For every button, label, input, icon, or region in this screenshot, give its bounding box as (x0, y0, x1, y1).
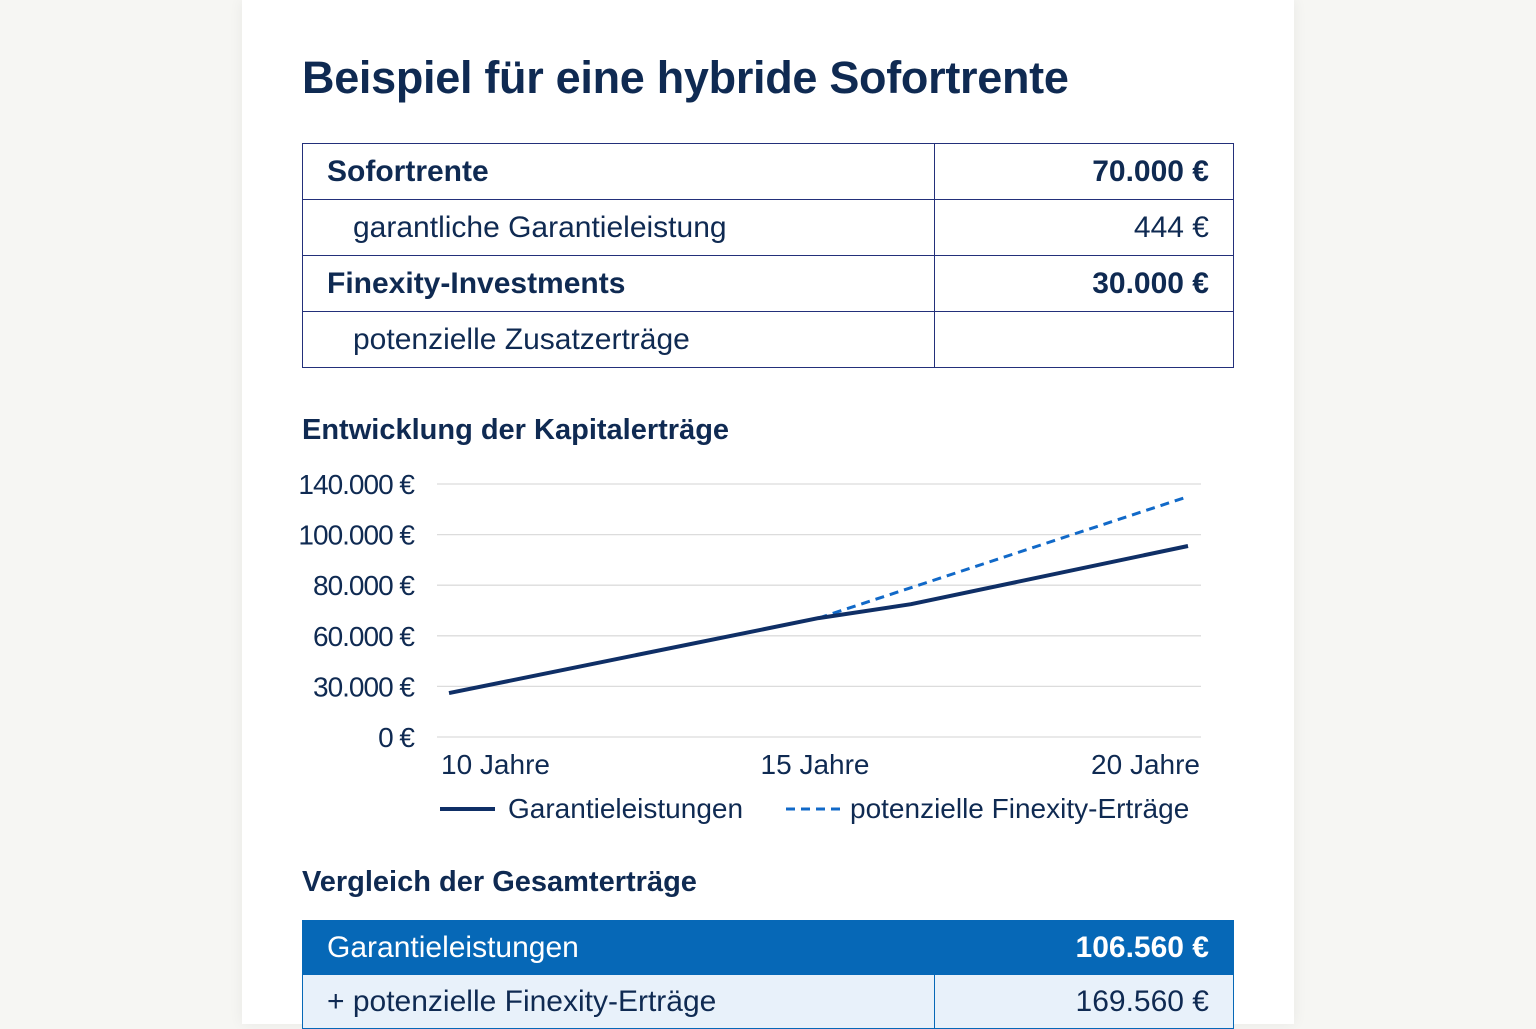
overview-table: Sofortrente 70.000 € garantliche Garanti… (302, 143, 1234, 368)
row-label: Sofortrente (302, 143, 935, 200)
x-tick-label: 10 Jahre (441, 749, 550, 780)
x-tick-label: 20 Jahre (1091, 749, 1200, 780)
row-value (934, 311, 1234, 368)
row-value: 169.560 € (934, 974, 1234, 1029)
table-row: garantliche Garantieleistung 444 € (302, 199, 1234, 256)
table-row: Garantieleistungen 106.560 € (302, 920, 1234, 975)
row-label: garantliche Garantieleistung (302, 199, 935, 256)
x-tick-label: 15 Jahre (761, 749, 870, 780)
y-tick-label: 140.000 € (298, 469, 415, 500)
y-tick-label: 60.000 € (313, 621, 415, 652)
legend-label: potenzielle Finexity-Erträge (850, 793, 1189, 824)
y-tick-label: 0 € (378, 722, 415, 753)
comparison-heading: Vergleich der Gesamterträge (302, 866, 697, 898)
page-title: Beispiel für eine hybride Sofortrente (302, 52, 1069, 103)
table-row: + potenzielle Finexity-Erträge 169.560 € (302, 974, 1234, 1029)
line-chart: 140.000 € 100.000 € 80.000 € 60.000 € 30.000… (298, 469, 1201, 824)
series-line (448, 544, 1189, 696)
y-tick-label: 30.000 € (313, 671, 415, 702)
row-value: 70.000 € (934, 143, 1234, 200)
series-line (818, 495, 1189, 620)
chart-heading: Entwicklung der Kapitalerträge (302, 414, 730, 446)
y-tick-label: 80.000 € (313, 570, 415, 601)
legend-label: Garantieleistungen (508, 793, 743, 824)
row-label: Finexity-Investments (302, 255, 935, 312)
row-label: Garantieleistungen (302, 920, 935, 975)
row-value: 106.560 € (934, 920, 1234, 975)
row-value: 30.000 € (934, 255, 1234, 312)
comparison-table: Garantieleistungen 106.560 € + potenziel… (302, 920, 1234, 1029)
table-row: Finexity-Investments 30.000 € (302, 255, 1234, 312)
row-label: potenzielle Zusatzerträge (302, 311, 935, 368)
row-label: + potenzielle Finexity-Erträge (302, 974, 935, 1029)
table-row: potenzielle Zusatzerträge (302, 311, 1234, 368)
y-tick-label: 100.000 € (298, 520, 415, 551)
table-row: Sofortrente 70.000 € (302, 143, 1234, 200)
